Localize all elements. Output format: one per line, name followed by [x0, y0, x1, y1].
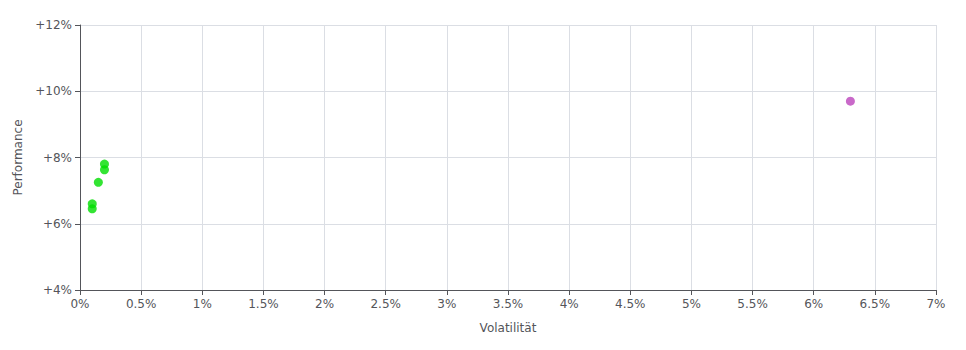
svg-text:+10%: +10% [35, 84, 72, 98]
svg-text:3.5%: 3.5% [493, 297, 524, 311]
svg-text:0%: 0% [70, 297, 89, 311]
svg-text:+12%: +12% [35, 18, 72, 32]
svg-text:Volatilität: Volatilität [480, 321, 537, 335]
svg-text:1%: 1% [193, 297, 212, 311]
svg-text:0.5%: 0.5% [126, 297, 157, 311]
svg-text:2.5%: 2.5% [370, 297, 401, 311]
svg-text:3%: 3% [437, 297, 456, 311]
svg-text:6.5%: 6.5% [860, 297, 891, 311]
svg-text:7%: 7% [926, 297, 945, 311]
svg-text:2%: 2% [315, 297, 334, 311]
svg-text:5.5%: 5.5% [737, 297, 768, 311]
svg-text:4.5%: 4.5% [615, 297, 646, 311]
svg-text:+4%: +4% [43, 283, 72, 297]
svg-text:Performance: Performance [11, 119, 25, 195]
svg-text:1.5%: 1.5% [248, 297, 279, 311]
svg-text:5%: 5% [682, 297, 701, 311]
svg-text:4%: 4% [560, 297, 579, 311]
svg-text:+8%: +8% [43, 151, 72, 165]
svg-text:6%: 6% [804, 297, 823, 311]
svg-text:+6%: +6% [43, 217, 72, 231]
